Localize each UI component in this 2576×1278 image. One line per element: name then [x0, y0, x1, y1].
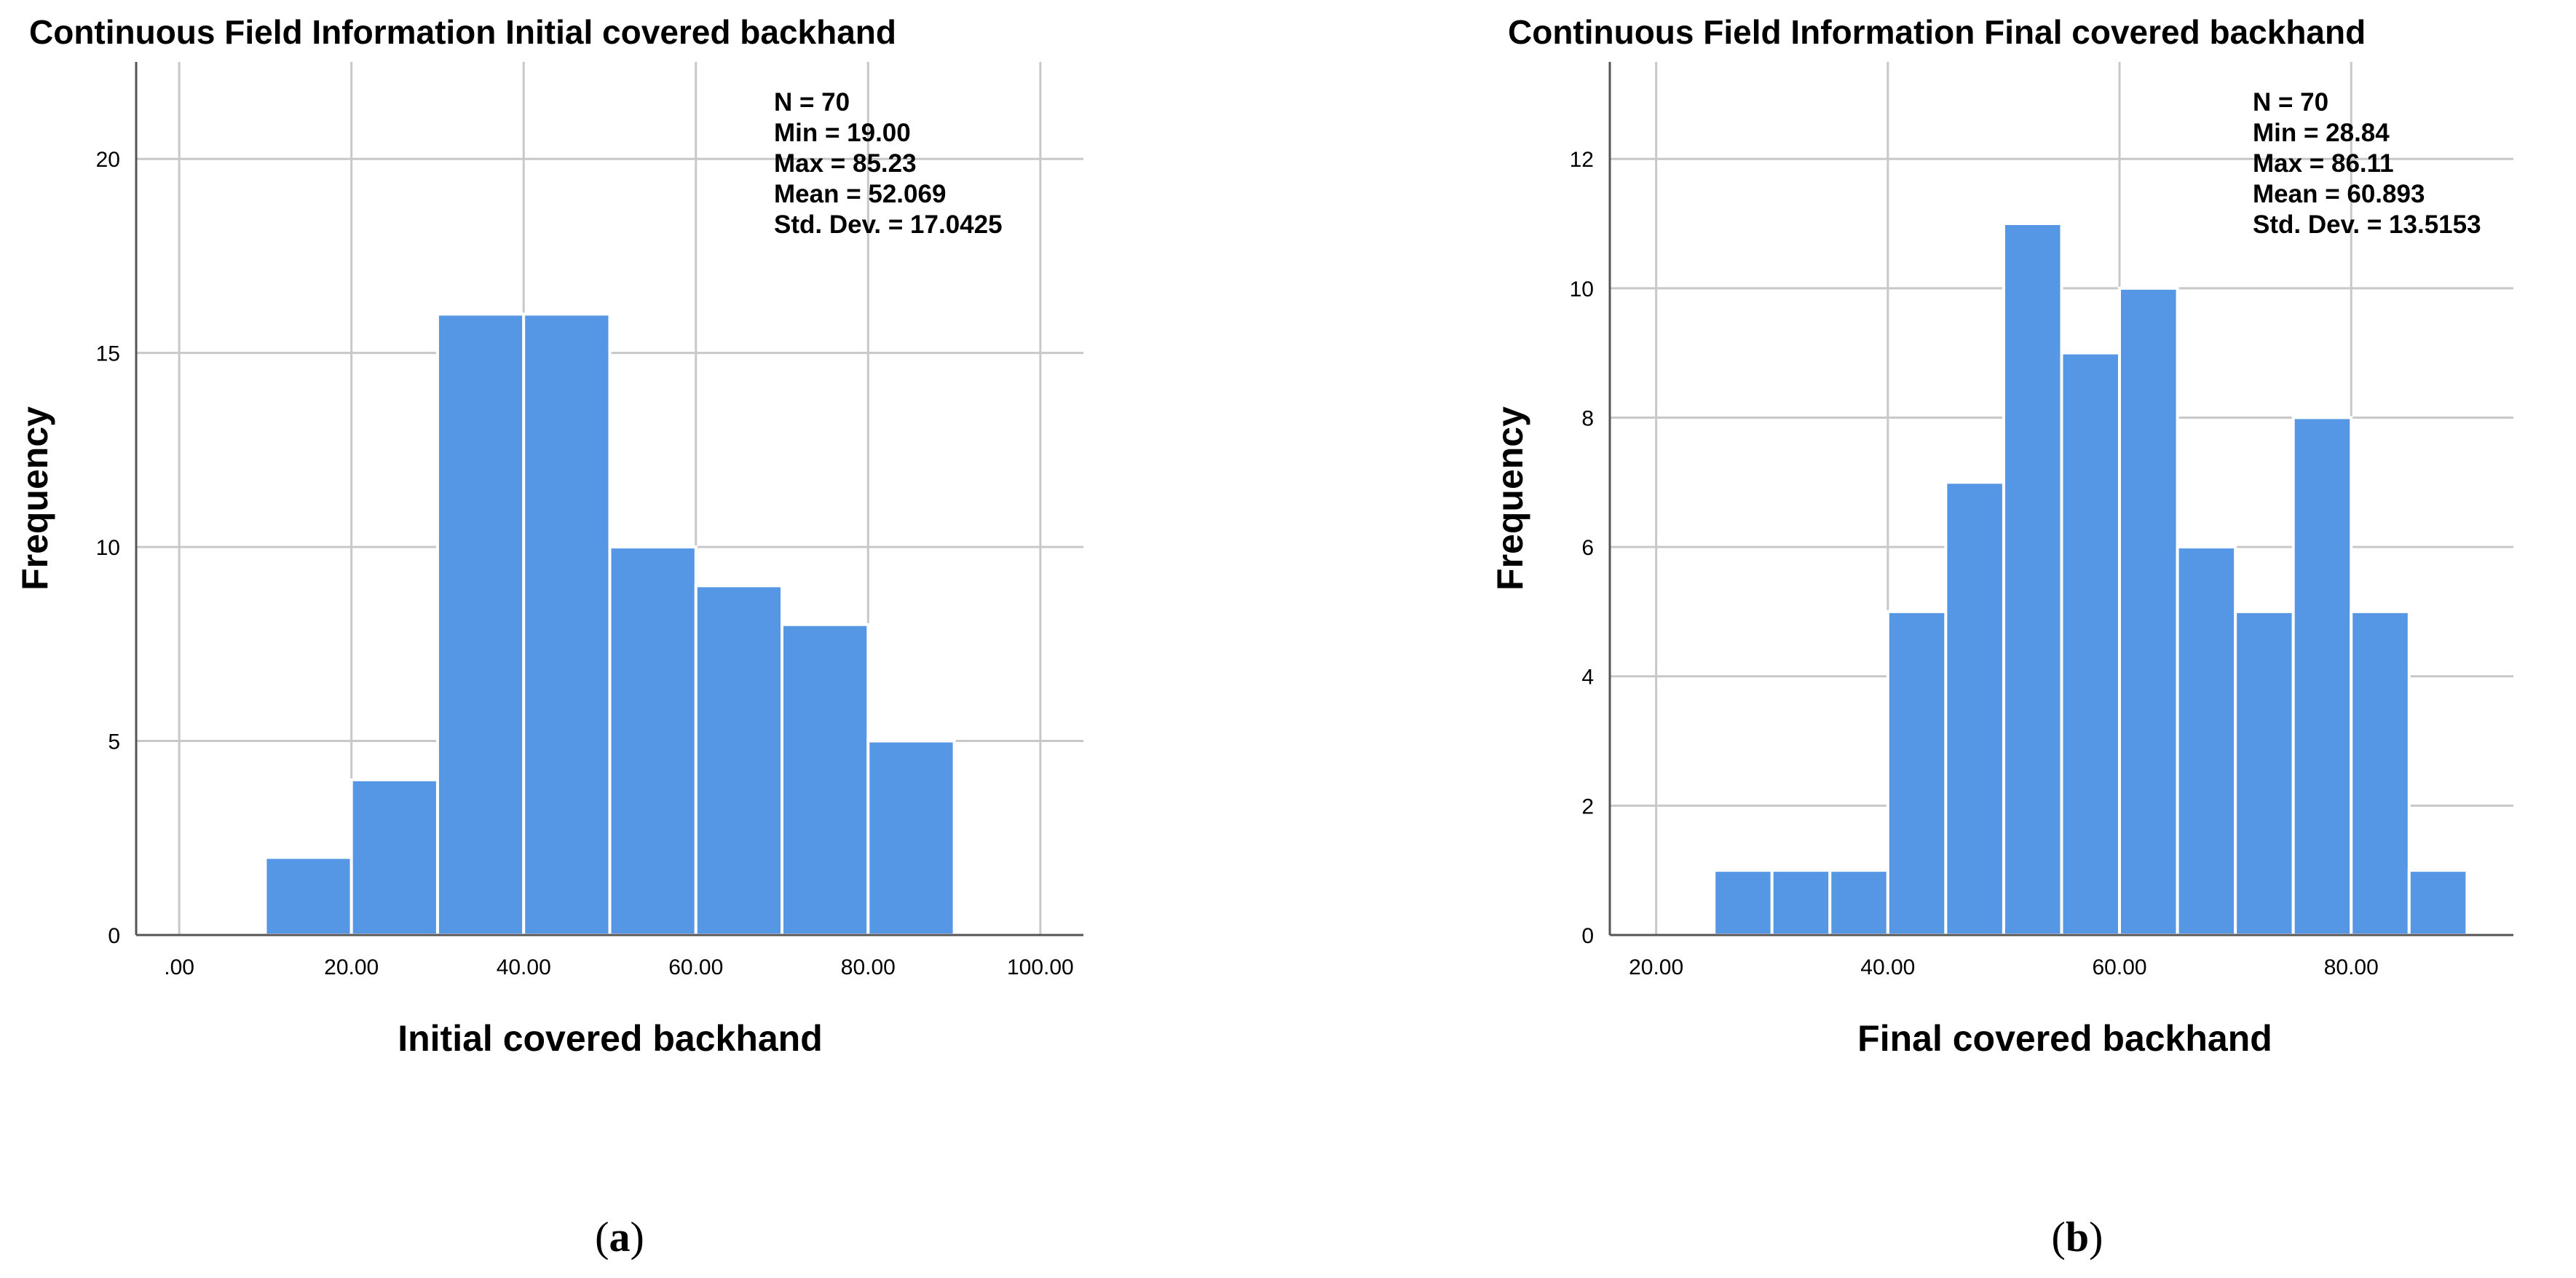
panel-caption: (b): [2052, 1213, 2103, 1261]
histogram-bar: [866, 739, 956, 936]
stats-line: Std. Dev. = 17.0425: [774, 210, 1003, 239]
histogram-bar: [1770, 869, 1832, 936]
chart-title: Continuous Field Information Initial cov…: [29, 13, 896, 51]
y-tick-label: 6: [1581, 536, 1594, 560]
y-axis-label: Frequency: [15, 406, 55, 591]
histogram-bar: [2350, 610, 2411, 936]
x-tick-label: 100.00: [1007, 955, 1074, 979]
histogram-bar: [608, 545, 698, 936]
histogram-bar: [2234, 610, 2295, 936]
histogram-bar: [2176, 545, 2237, 936]
histogram-bar: [1828, 869, 1889, 936]
histogram-bar: [2060, 351, 2122, 936]
histogram-bar: [2291, 416, 2353, 936]
y-axis-label: Frequency: [1490, 406, 1530, 591]
x-tick-label: .00: [164, 955, 194, 979]
x-tick-label: 40.00: [497, 955, 551, 979]
stats-line: N = 70: [2253, 88, 2328, 117]
x-axis-label: Initial covered backhand: [398, 1018, 823, 1059]
x-tick-label: 20.00: [324, 955, 379, 979]
x-tick-label: 80.00: [841, 955, 896, 979]
y-tick-label: 5: [108, 730, 120, 754]
x-tick-label: 40.00: [1860, 955, 1915, 979]
x-tick-label: 60.00: [2093, 955, 2147, 979]
x-tick-label: 80.00: [2324, 955, 2379, 979]
histogram-bar: [349, 778, 439, 937]
y-tick-label: 0: [1581, 924, 1594, 948]
histogram-bar: [2002, 222, 2063, 936]
chart-panel-b: Continuous Field Information Final cover…: [1490, 13, 2513, 1261]
histogram-bar: [2407, 869, 2469, 936]
histogram-bar: [264, 856, 353, 937]
y-tick-label: 0: [108, 924, 120, 948]
caption-close-paren: ): [2089, 1213, 2103, 1261]
histogram-bar: [1712, 869, 1774, 936]
caption-open-paren: (: [2052, 1213, 2066, 1261]
panel-caption: (a): [595, 1213, 644, 1261]
y-tick-label: 2: [1581, 794, 1594, 819]
histogram-bar: [435, 312, 526, 936]
histogram-bar: [694, 584, 784, 937]
y-tick-label: 20: [96, 148, 120, 172]
stats-line: Min = 19.00: [774, 119, 911, 147]
y-tick-label: 15: [96, 342, 120, 366]
y-tick-label: 12: [1570, 148, 1594, 172]
chart-panel-a: Continuous Field Information Initial cov…: [15, 13, 1083, 1261]
histogram-bar: [1944, 481, 2005, 936]
histogram-bar: [522, 312, 612, 936]
caption-open-paren: (: [595, 1213, 609, 1261]
caption-close-paren: ): [631, 1213, 644, 1261]
y-tick-label: 8: [1581, 406, 1594, 430]
y-tick-label: 10: [96, 536, 120, 560]
stats-line: Std. Dev. = 13.5153: [2253, 210, 2481, 239]
stats-line: Max = 85.23: [774, 149, 917, 178]
caption-letter: b: [2066, 1213, 2089, 1261]
stats-line: Mean = 52.069: [774, 180, 946, 208]
x-tick-label: 20.00: [1629, 955, 1683, 979]
histogram-bar: [2118, 286, 2179, 936]
x-tick-label: 60.00: [668, 955, 723, 979]
stats-line: N = 70: [774, 88, 850, 117]
histogram-bar: [781, 623, 870, 936]
stats-line: Min = 28.84: [2253, 119, 2390, 147]
stats-line: Mean = 60.893: [2253, 180, 2425, 208]
y-tick-label: 10: [1570, 277, 1594, 301]
chart-title: Continuous Field Information Final cover…: [1508, 13, 2366, 51]
histogram-bar: [1886, 610, 1948, 936]
caption-letter: a: [609, 1213, 631, 1261]
x-axis-label: Final covered backhand: [1857, 1018, 2272, 1059]
y-tick-label: 4: [1581, 666, 1594, 690]
stats-line: Max = 86.11: [2253, 149, 2394, 178]
